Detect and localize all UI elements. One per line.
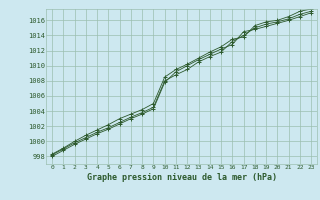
X-axis label: Graphe pression niveau de la mer (hPa): Graphe pression niveau de la mer (hPa): [87, 173, 276, 182]
